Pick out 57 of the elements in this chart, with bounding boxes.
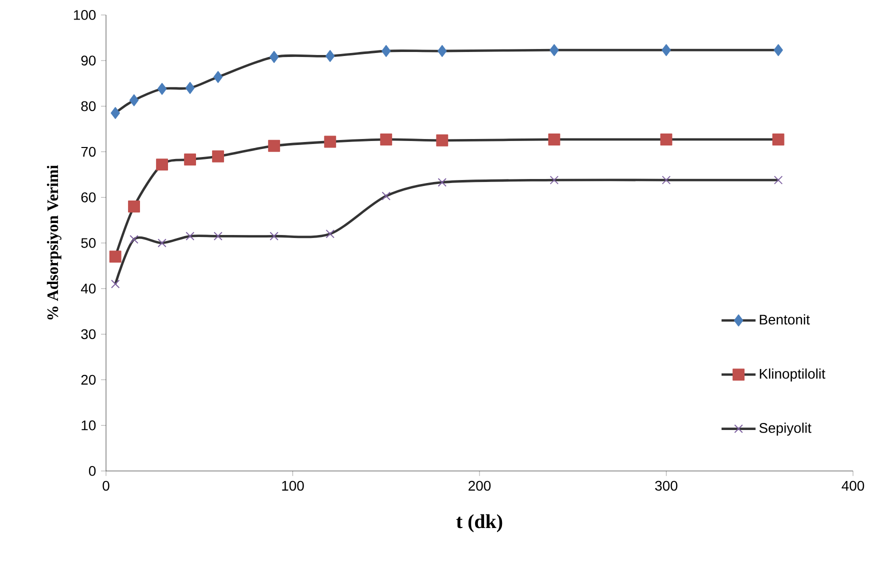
y-tick-label: 0	[88, 466, 96, 476]
point	[550, 44, 559, 56]
point	[110, 280, 120, 288]
y-tick-label: 80	[81, 101, 96, 112]
point	[184, 154, 196, 166]
x-tick-label: 100	[282, 480, 304, 491]
y-tick-label: 100	[74, 10, 96, 20]
point	[438, 178, 447, 187]
point	[109, 250, 122, 263]
x-tick-label: 400	[842, 480, 864, 491]
y-axis-title: % Adsorpsiyon Verimi	[46, 165, 62, 320]
point	[212, 150, 224, 162]
point	[158, 238, 166, 248]
y-tick-label: 20	[81, 374, 96, 385]
y-tick-label: 10	[82, 420, 96, 430]
y-tick-label: 60	[81, 192, 96, 202]
point	[157, 82, 167, 95]
point	[129, 94, 139, 106]
point	[110, 107, 120, 120]
x-axis-title: t (dk)	[456, 514, 502, 532]
point	[438, 45, 447, 57]
point	[774, 176, 783, 184]
point	[662, 44, 671, 56]
point	[324, 136, 336, 148]
point	[660, 133, 672, 146]
y-tick-label: 50	[81, 238, 96, 248]
point	[772, 133, 784, 146]
point	[774, 44, 783, 56]
x-tick-label: 200	[468, 480, 491, 491]
point	[185, 82, 195, 94]
point	[382, 45, 391, 57]
point	[326, 229, 334, 238]
x-tick-label: 300	[655, 480, 678, 491]
y-tick-label: 30	[81, 329, 96, 340]
point	[268, 140, 280, 152]
legend-label: Klinoptilolit	[760, 368, 826, 382]
point	[382, 192, 391, 200]
x-tick-label: 0	[102, 480, 110, 491]
y-tick-label: 70	[81, 146, 96, 157]
point	[548, 133, 560, 146]
point	[213, 71, 223, 83]
point	[156, 158, 168, 171]
y-tick-label: 90	[81, 56, 96, 66]
point	[130, 234, 138, 244]
point	[270, 232, 278, 241]
point	[380, 133, 392, 146]
point	[214, 232, 222, 241]
point	[326, 50, 335, 62]
point	[269, 50, 279, 63]
legend-label: Sepiyolit	[759, 422, 812, 436]
point	[662, 176, 671, 184]
point	[436, 134, 448, 146]
point	[128, 200, 140, 212]
point	[550, 176, 559, 184]
y-tick-label: 40	[80, 284, 96, 294]
point	[186, 232, 194, 241]
legend-label: Bentonit	[760, 314, 810, 325]
